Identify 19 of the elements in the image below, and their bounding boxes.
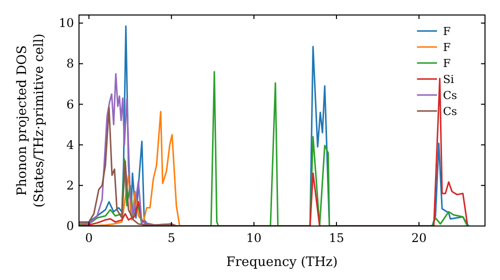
legend-label: F	[443, 57, 451, 70]
x-axis-title: Frequency (THz)	[226, 255, 338, 270]
y-tick-label: 8	[66, 56, 74, 71]
y-tick-label: 2	[66, 178, 74, 192]
y-tick-label: 4	[66, 138, 74, 152]
legend-label: Si	[443, 73, 455, 86]
y-tick-label: 0	[66, 219, 74, 233]
x-tick-label: 20	[411, 231, 427, 245]
y-tick-label: 6	[66, 97, 74, 112]
x-tick-label: 15	[328, 231, 344, 245]
y-axis-title: Phonon projected DOS (States/THz·primitive cell)	[15, 33, 47, 208]
x-tick-label: 0	[85, 231, 93, 245]
x-tick-label: 5	[168, 231, 176, 245]
x-tick-label: 10	[246, 231, 262, 245]
legend-label: F	[443, 41, 451, 54]
legend-label: F	[443, 25, 451, 38]
legend-label: Cs	[443, 105, 458, 118]
legend-label: Cs	[443, 89, 458, 102]
y-tick-label: 10	[58, 16, 74, 30]
